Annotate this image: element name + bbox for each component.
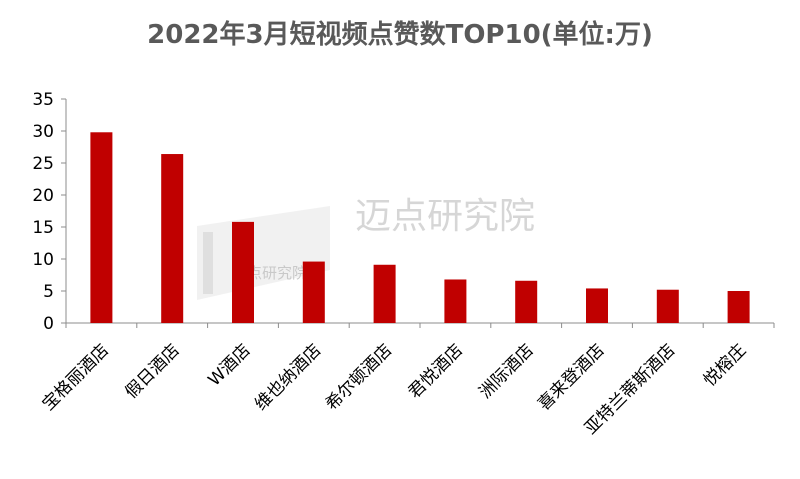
y-tick-label: 35 bbox=[32, 90, 54, 110]
category-label: 喜来登酒店 bbox=[534, 340, 608, 414]
y-tick-label: 10 bbox=[32, 250, 54, 270]
chart-title: 2022年3月短视频点赞数TOP10(单位:万) bbox=[147, 20, 653, 50]
category-label: 宝格丽酒店 bbox=[39, 340, 113, 414]
bar bbox=[161, 154, 184, 323]
bar bbox=[444, 279, 467, 323]
bar bbox=[302, 261, 325, 323]
category-label: 假日酒店 bbox=[122, 340, 184, 402]
category-label: 洲际酒店 bbox=[476, 340, 538, 402]
bar bbox=[515, 280, 538, 323]
category-label: 希尔顿酒店 bbox=[322, 340, 396, 414]
bar bbox=[232, 221, 254, 323]
y-tick-label: 15 bbox=[32, 218, 54, 238]
watermark-text: 迈点研究院 bbox=[355, 196, 535, 237]
category-label: 维也纳酒店 bbox=[251, 340, 325, 414]
category-label: 君悦酒店 bbox=[405, 340, 467, 402]
bar bbox=[90, 132, 113, 323]
bar bbox=[727, 291, 750, 323]
bar bbox=[373, 264, 396, 323]
y-tick-label: 25 bbox=[32, 154, 54, 174]
category-label: W酒店 bbox=[204, 340, 254, 390]
y-tick-label: 30 bbox=[32, 122, 54, 142]
category-label: 悦榕庄 bbox=[700, 340, 750, 390]
bar bbox=[656, 289, 679, 323]
y-tick-label: 5 bbox=[43, 282, 54, 302]
y-tick-label: 20 bbox=[32, 186, 54, 206]
y-tick-label: 0 bbox=[43, 314, 54, 334]
bar bbox=[586, 288, 608, 323]
